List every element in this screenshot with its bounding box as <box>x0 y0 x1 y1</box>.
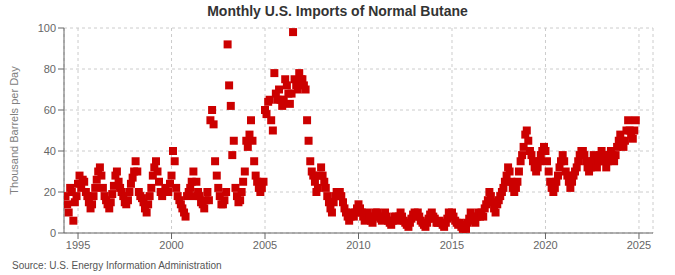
svg-text:2005: 2005 <box>253 239 277 251</box>
svg-text:2015: 2015 <box>440 239 464 251</box>
svg-text:2000: 2000 <box>159 239 183 251</box>
svg-text:Thousand Barrels per Day: Thousand Barrels per Day <box>8 66 20 195</box>
html-text:Monthly U.S. Imports of Normal: Monthly U.S. Imports of Normal Butane <box>207 3 468 19</box>
svg-text:80: 80 <box>44 63 56 75</box>
svg-text:0: 0 <box>50 227 56 239</box>
svg-text:1995: 1995 <box>66 239 90 251</box>
svg-text:60: 60 <box>44 104 56 116</box>
svg-text:40: 40 <box>44 145 56 157</box>
svg-text:100: 100 <box>38 22 56 34</box>
svg-text:2025: 2025 <box>627 239 651 251</box>
html-text:Source: U.S. Energy Informatio: Source: U.S. Energy Information Administ… <box>12 260 222 271</box>
svg-text:20: 20 <box>44 186 56 198</box>
svg-text:2020: 2020 <box>533 239 557 251</box>
svg-text:2010: 2010 <box>346 239 370 251</box>
